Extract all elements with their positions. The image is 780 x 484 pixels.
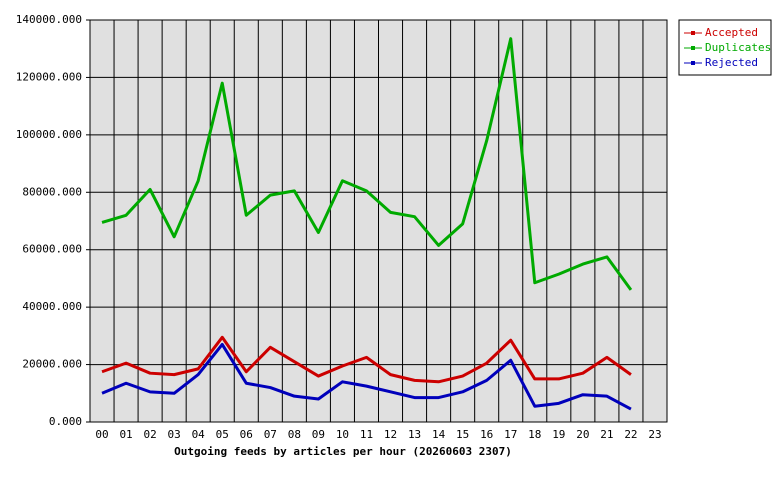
y-tick-label: 60000.000 [22, 243, 82, 256]
x-tick-label: 07 [264, 428, 277, 441]
series-line [101, 37, 633, 291]
x-tick-label: 14 [432, 428, 446, 441]
y-tick-label: 40000.000 [22, 300, 82, 313]
x-tick-label: 02 [143, 428, 156, 441]
x-tick-label: 16 [480, 428, 493, 441]
x-tick-label: 01 [119, 428, 132, 441]
x-tick-label: 00 [95, 428, 108, 441]
x-tick-label: 06 [240, 428, 253, 441]
x-tick-label: 12 [384, 428, 397, 441]
x-tick-label: 15 [456, 428, 469, 441]
x-tick-label: 23 [648, 428, 661, 441]
x-tick-label: 21 [600, 428, 613, 441]
x-axis-label: Outgoing feeds by articles per hour (202… [174, 445, 512, 458]
y-tick-label: 140000.000 [16, 13, 82, 26]
x-tick-label: 17 [504, 428, 517, 441]
y-tick-label: 20000.000 [22, 358, 82, 371]
legend-label: Duplicates [705, 41, 771, 54]
x-tick-label: 05 [216, 428, 229, 441]
series-line [101, 335, 632, 384]
legend-marker [691, 61, 695, 65]
legend-marker [691, 31, 695, 35]
y-tick-label: 80000.000 [22, 185, 82, 198]
x-tick-label: 04 [192, 428, 206, 441]
x-tick-label: 10 [336, 428, 349, 441]
y-tick-label: 0.000 [49, 415, 82, 428]
x-tick-label: 20 [576, 428, 589, 441]
series-line [101, 342, 632, 411]
legend-label: Accepted [705, 26, 758, 39]
x-tick-label: 03 [168, 428, 181, 441]
x-tick-label: 09 [312, 428, 325, 441]
legend-marker [691, 46, 695, 50]
x-tick-label: 08 [288, 428, 301, 441]
y-tick-label: 120000.000 [16, 70, 82, 83]
legend-label: Rejected [705, 56, 758, 69]
y-tick-label: 100000.000 [16, 128, 82, 141]
x-tick-label: 11 [360, 428, 373, 441]
x-tick-label: 22 [624, 428, 637, 441]
x-tick-label: 18 [528, 428, 541, 441]
x-tick-label: 13 [408, 428, 421, 441]
x-tick-label: 19 [552, 428, 565, 441]
